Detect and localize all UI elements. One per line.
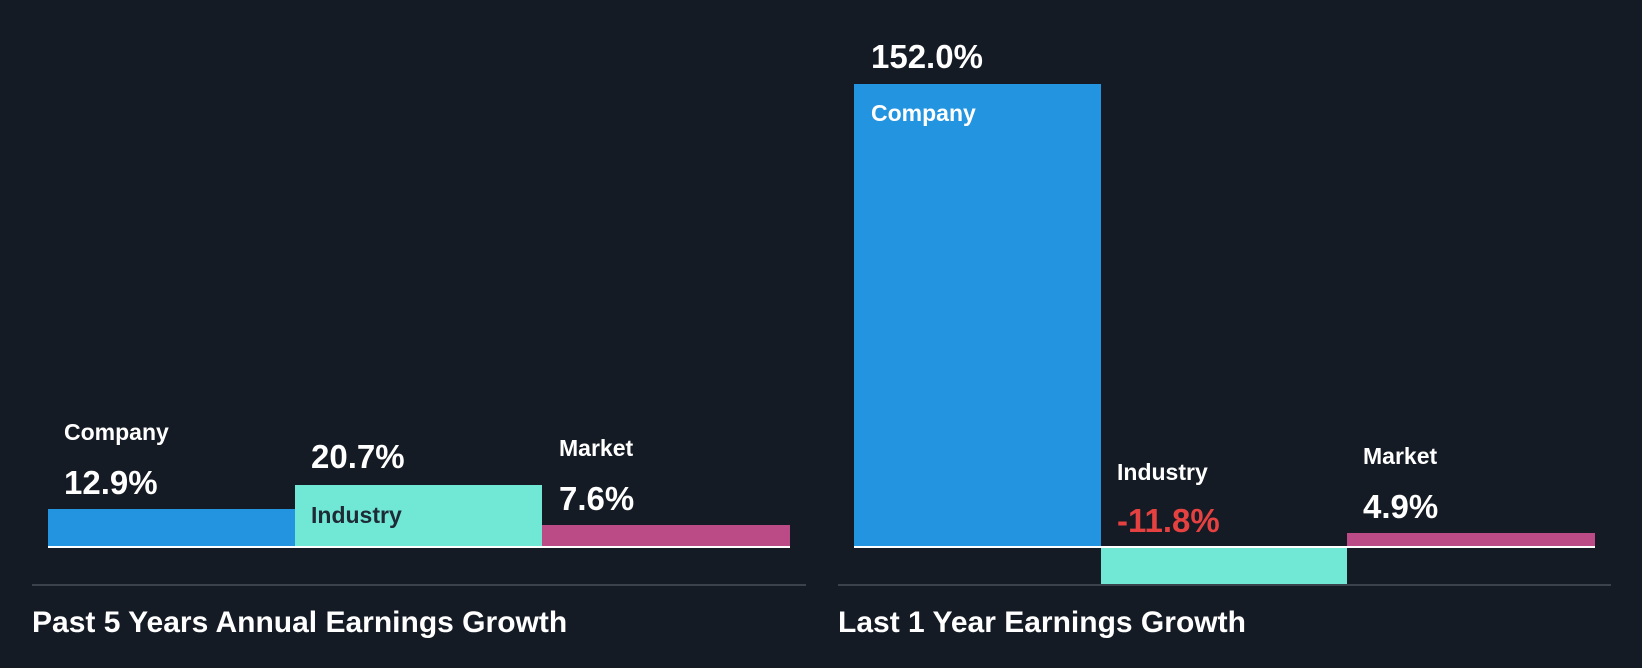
industry-value: -11.8%	[1117, 502, 1220, 539]
industry-bar	[295, 485, 542, 547]
company-bar	[48, 509, 295, 547]
company-value: 152.0%	[871, 38, 983, 75]
axis-line	[838, 584, 1611, 586]
industry-bar	[1101, 548, 1347, 584]
chart-title: Last 1 Year Earnings Growth	[838, 606, 1246, 639]
market-value: 4.9%	[1363, 488, 1439, 525]
zero-baseline	[48, 546, 790, 548]
industry-value: 20.7%	[311, 438, 405, 475]
market-bar	[542, 525, 790, 547]
market-bar	[1347, 533, 1595, 547]
industry-label: Industry	[1117, 459, 1208, 485]
chart-title: Past 5 Years Annual Earnings Growth	[32, 606, 568, 639]
market-value: 7.6%	[559, 480, 635, 517]
company-label: Company	[64, 419, 169, 445]
company-label: Company	[871, 100, 976, 126]
market-label: Market	[559, 435, 634, 461]
industry-label: Industry	[311, 502, 402, 528]
axis-line	[32, 584, 806, 586]
market-label: Market	[1363, 443, 1438, 469]
company-value: 12.9%	[64, 464, 158, 501]
zero-baseline	[854, 546, 1595, 548]
company-bar	[854, 84, 1101, 547]
